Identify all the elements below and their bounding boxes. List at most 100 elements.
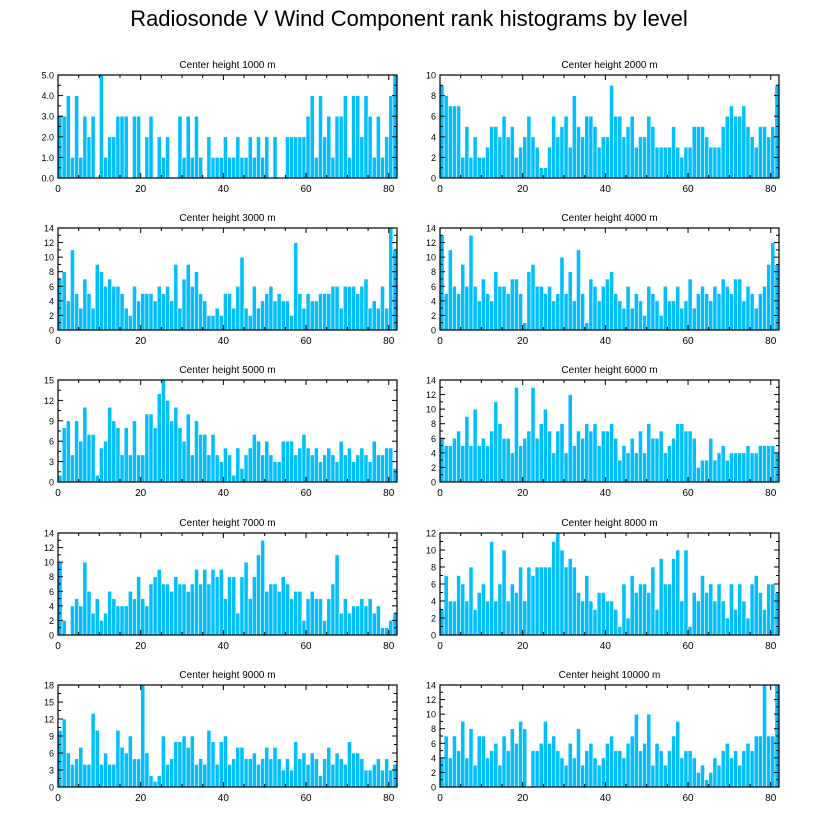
histogram-bar <box>285 300 290 331</box>
histogram-bar <box>679 157 685 179</box>
histogram-bar <box>481 583 486 636</box>
histogram-bar <box>161 583 166 636</box>
histogram-bar <box>683 146 689 179</box>
histogram-bar <box>289 136 294 179</box>
y-tick-label: 12 <box>44 396 54 406</box>
histogram-bar <box>650 764 656 788</box>
panel-title: Center height 5000 m <box>179 365 275 376</box>
histogram-bar <box>206 136 212 179</box>
histogram-bar <box>136 576 141 636</box>
x-tick-label: 40 <box>600 641 612 652</box>
histogram-bar <box>555 532 561 636</box>
y-tick-label: 5.0 <box>41 71 54 81</box>
histogram-bar <box>737 583 743 636</box>
histogram-bar <box>720 750 726 788</box>
histogram-bar <box>334 554 340 636</box>
histogram-bar <box>522 728 528 788</box>
histogram-bar <box>189 735 195 788</box>
histogram-bar <box>367 307 373 331</box>
histogram-bar <box>580 293 585 331</box>
histogram-bar <box>708 772 714 788</box>
histogram-bar <box>712 285 718 331</box>
histogram-bar <box>493 600 499 636</box>
histogram-bar <box>700 764 705 788</box>
histogram-bar <box>509 583 515 636</box>
histogram-bar <box>596 592 602 636</box>
histogram-bar <box>538 167 544 179</box>
histogram-bar <box>505 136 511 179</box>
y-tick-label: 8 <box>49 572 54 582</box>
histogram-bar <box>729 757 734 788</box>
histogram-bar <box>111 420 117 483</box>
histogram-bar <box>351 605 356 636</box>
histogram-bar <box>297 590 303 636</box>
histogram-bar <box>272 461 278 483</box>
histogram-bar <box>359 285 365 331</box>
histogram-bar <box>86 434 92 483</box>
x-tick-label: 40 <box>218 793 230 804</box>
histogram-bar <box>580 437 585 483</box>
histogram-bar <box>148 413 154 483</box>
histogram-bar <box>526 115 532 179</box>
histogram-bar <box>563 115 569 179</box>
histogram-bar <box>745 617 751 636</box>
y-tick-label: 3.0 <box>41 112 54 122</box>
histogram-bar <box>733 278 738 331</box>
y-tick-label: 0 <box>431 478 436 488</box>
histogram-bar <box>301 136 307 179</box>
x-tick-label: 80 <box>383 488 395 499</box>
histogram-bar <box>74 758 79 788</box>
histogram-bar <box>384 447 390 483</box>
histogram-bar <box>202 434 208 483</box>
histogram-bar <box>181 157 187 179</box>
histogram-bar <box>330 583 336 636</box>
y-tick-label: 0 <box>431 631 436 641</box>
histogram-bar <box>691 307 697 331</box>
y-tick-label: 2 <box>431 153 436 163</box>
histogram-bar <box>766 264 772 331</box>
histogram-bar <box>173 741 179 788</box>
histogram-bar <box>218 461 224 483</box>
histogram-bar <box>148 583 154 636</box>
histogram-bar <box>326 293 332 331</box>
histogram-bar <box>733 115 738 179</box>
histogram-bar <box>683 300 689 331</box>
histogram-bar <box>691 437 697 483</box>
x-tick-label: 80 <box>383 793 395 804</box>
histogram-bar <box>472 285 478 331</box>
histogram-bar <box>559 757 565 788</box>
histogram-bar <box>758 445 763 483</box>
histogram-bar <box>384 307 390 331</box>
histogram-bar <box>753 146 759 179</box>
x-tick-label: 0 <box>437 488 443 499</box>
histogram-bar <box>107 406 113 483</box>
histogram-bar <box>136 454 141 483</box>
histogram-bar <box>476 300 482 331</box>
histogram-bar <box>596 764 602 788</box>
histogram-bar <box>144 293 150 331</box>
histogram-bar <box>280 576 286 636</box>
histogram-bar <box>712 600 718 636</box>
histogram-bar <box>547 566 552 636</box>
histogram-bar <box>662 764 668 788</box>
histogram-bar <box>460 157 466 179</box>
histogram-bar <box>189 285 195 331</box>
histogram-bar <box>762 285 767 331</box>
histogram-bar <box>592 757 598 788</box>
histogram-bar <box>235 285 241 331</box>
histogram-bar <box>363 605 369 636</box>
histogram-bar <box>758 592 763 636</box>
histogram-bar <box>342 764 348 788</box>
histogram-bar <box>646 115 652 179</box>
histogram-bar <box>555 136 561 179</box>
histogram-bar <box>231 758 237 788</box>
y-tick-label: 1.0 <box>41 153 54 163</box>
histogram-bar <box>547 742 552 788</box>
histogram-bar <box>90 612 96 636</box>
histogram-bar <box>152 781 158 788</box>
histogram-bar <box>741 452 747 483</box>
histogram-bar <box>758 293 763 331</box>
histogram-bar <box>452 735 457 788</box>
histogram-bar <box>309 752 315 788</box>
histogram-bar <box>334 461 340 483</box>
